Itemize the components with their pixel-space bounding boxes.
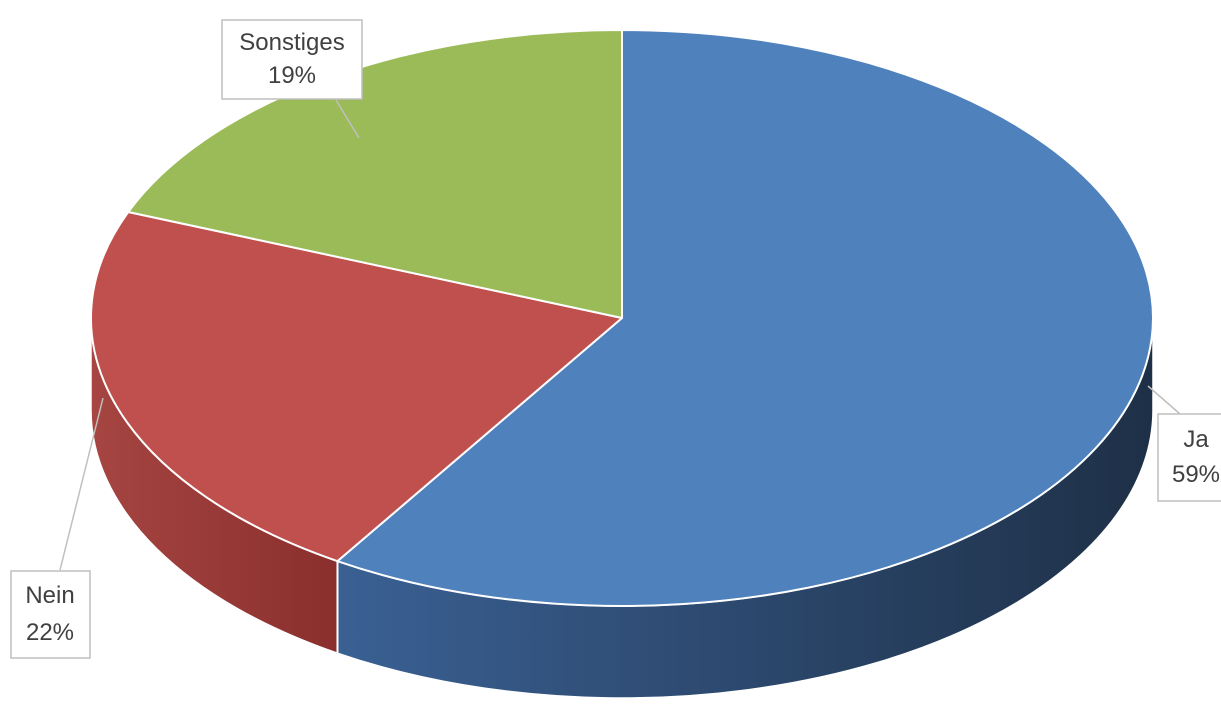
data-label-sonstiges-value: 19% [268,62,316,89]
data-label-nein-name: Nein [25,582,74,609]
data-label-ja-name: Ja [1183,426,1209,453]
leader-line-ja [1147,385,1181,415]
data-label-sonstiges: Sonstiges 19% [221,19,363,100]
pie-tops [90,29,1154,607]
data-label-ja-value: 59% [1172,461,1220,488]
data-label-box-nein [10,570,91,659]
data-label-box-sonstiges [221,19,363,100]
data-label-nein-value: 22% [26,619,74,646]
pie-slice-ja [336,29,1154,607]
data-label-nein: Nein 22% [10,570,91,659]
data-label-ja: Ja 59% [1157,413,1221,502]
leader-line-nein [59,397,104,571]
pie-slice-nein [90,210,623,563]
data-label-box-ja [1157,413,1221,502]
data-label-sonstiges-name: Sonstiges [239,29,344,56]
leader-line-sonstiges [335,99,360,139]
